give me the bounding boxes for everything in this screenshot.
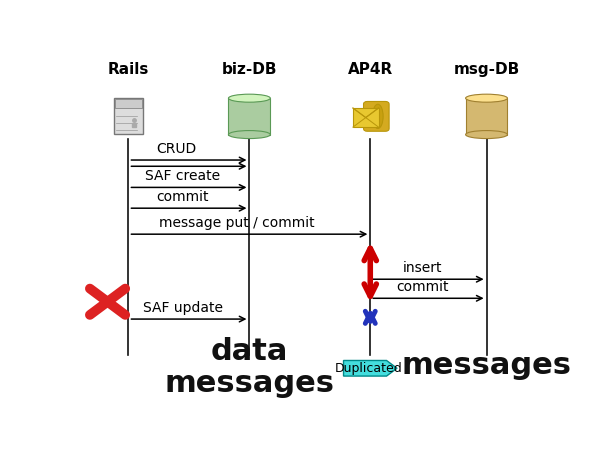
- Text: commit: commit: [157, 190, 209, 204]
- Text: messages: messages: [401, 351, 572, 380]
- Text: message put / commit: message put / commit: [160, 216, 315, 230]
- Text: Rails: Rails: [108, 62, 149, 76]
- FancyBboxPatch shape: [229, 98, 271, 135]
- Ellipse shape: [373, 104, 383, 129]
- FancyBboxPatch shape: [353, 108, 379, 127]
- Ellipse shape: [466, 94, 508, 102]
- FancyBboxPatch shape: [466, 98, 508, 135]
- Text: data
messages: data messages: [164, 338, 334, 398]
- FancyBboxPatch shape: [115, 99, 142, 108]
- Text: SAF create: SAF create: [145, 169, 220, 183]
- Ellipse shape: [229, 94, 271, 102]
- Text: CRUD: CRUD: [157, 141, 197, 156]
- Text: msg-DB: msg-DB: [454, 62, 520, 76]
- Ellipse shape: [229, 130, 271, 139]
- Text: commit: commit: [397, 280, 449, 294]
- Text: biz-DB: biz-DB: [221, 62, 277, 76]
- FancyBboxPatch shape: [364, 101, 389, 131]
- Text: AP4R: AP4R: [347, 62, 393, 76]
- Polygon shape: [344, 360, 397, 376]
- Text: insert: insert: [403, 261, 442, 274]
- Text: Duplicated: Duplicated: [334, 362, 402, 375]
- Ellipse shape: [466, 130, 508, 139]
- Text: SAF update: SAF update: [143, 301, 223, 315]
- FancyBboxPatch shape: [113, 99, 143, 135]
